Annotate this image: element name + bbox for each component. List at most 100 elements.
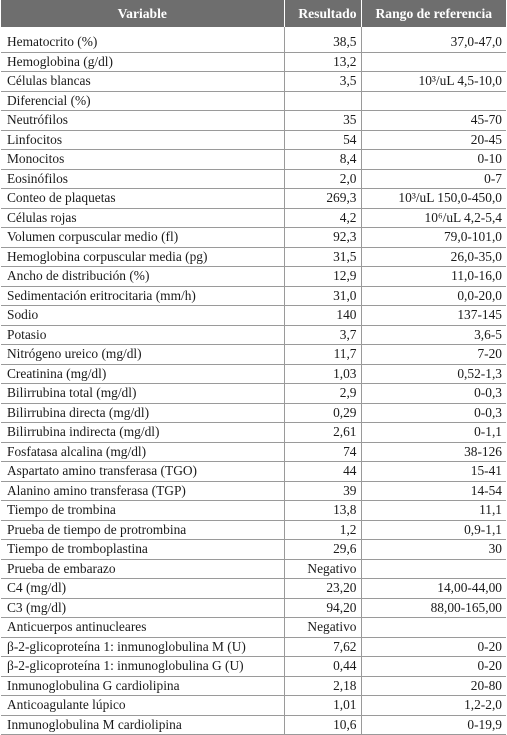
cell-range: 10⁶/uL 4,2-5,4 xyxy=(361,208,506,228)
table-row: Conteo de plaquetas 269,3 10³/uL 150,0-450… xyxy=(1,188,506,209)
cell-variable: β-2-glicoproteína 1: inmunoglobulina G (… xyxy=(1,656,285,677)
cell-variable: Potasio xyxy=(1,325,285,345)
cell-variable: Aspartato amino transferasa (TGO) xyxy=(1,461,285,482)
cell-result: 39 xyxy=(284,481,362,501)
cell-range: 14-54 xyxy=(361,481,506,501)
cell-result: 1,2 xyxy=(284,520,362,540)
cell-range: 0-1,1 xyxy=(361,422,506,443)
table-row: Potasio 3,7 3,6-5 xyxy=(1,325,506,345)
cell-result: 1,01 xyxy=(284,695,362,716)
cell-variable: Monocitos xyxy=(1,149,285,170)
table-row: Inmunoglobulina M cardiolipina 10,6 0-19,9 xyxy=(1,715,506,735)
cell-range: 11,0-16,0 xyxy=(361,266,506,287)
cell-range: 0-20 xyxy=(361,637,506,657)
cell-result: 10,6 xyxy=(284,715,362,735)
cell-variable: Fosfatasa alcalina (mg/dl) xyxy=(1,442,285,462)
cell-result: 13,2 xyxy=(284,52,362,72)
cell-range xyxy=(361,559,506,579)
cell-variable: Hematocrito (%) xyxy=(1,27,285,53)
cell-variable: Diferencial (%) xyxy=(1,91,285,111)
cell-variable: Anticoagulante lúpico xyxy=(1,695,285,716)
cell-variable: Linfocitos xyxy=(1,130,285,150)
cell-variable: Prueba de embarazo xyxy=(1,559,285,579)
cell-range: 3,6-5 xyxy=(361,325,506,345)
table-row: Tiempo de tromboplastina 29,6 30 xyxy=(1,539,506,560)
cell-range: 10³/uL 4,5-10,0 xyxy=(361,71,506,92)
cell-result: 269,3 xyxy=(284,188,362,209)
cell-result: 23,20 xyxy=(284,578,362,599)
table-row: Fosfatasa alcalina (mg/dl) 74 38-126 xyxy=(1,442,506,462)
table-row: Nitrógeno ureico (mg/dl) 11,7 7-20 xyxy=(1,344,506,365)
cell-range: 0-0,3 xyxy=(361,383,506,404)
cell-result: 4,2 xyxy=(284,208,362,228)
cell-result: 54 xyxy=(284,130,362,150)
cell-range: 88,00-165,00 xyxy=(361,598,506,618)
table-row: Inmunoglobulina G cardiolipina 2,18 20-80 xyxy=(1,676,506,696)
cell-result: 1,03 xyxy=(284,364,362,384)
cell-variable: Tiempo de trombina xyxy=(1,500,285,521)
table-row: Hemoglobina (g/dl) 13,2 xyxy=(1,52,506,72)
cell-range: 45-70 xyxy=(361,110,506,131)
cell-variable: Alanino amino transferasa (TGP) xyxy=(1,481,285,501)
table-row: Bilirrubina indirecta (mg/dl) 2,61 0-1,1 xyxy=(1,422,506,443)
cell-result: 0,29 xyxy=(284,403,362,423)
table-row: C3 (mg/dl) 94,20 88,00-165,00 xyxy=(1,598,506,618)
cell-variable: Creatinina (mg/dl) xyxy=(1,364,285,384)
cell-variable: Conteo de plaquetas xyxy=(1,188,285,209)
table-header: Variable Resultado Rango de referencia xyxy=(1,0,506,27)
cell-variable: Inmunoglobulina M cardiolipina xyxy=(1,715,285,735)
table-row: Anticuerpos antinucleares Negativo xyxy=(1,617,506,638)
cell-range: 11,1 xyxy=(361,500,506,521)
cell-result: 12,9 xyxy=(284,266,362,287)
cell-result: 2,61 xyxy=(284,422,362,443)
cell-result: 92,3 xyxy=(284,227,362,248)
cell-result: 38,5 xyxy=(284,27,362,53)
cell-range: 37,0-47,0 xyxy=(361,27,506,53)
cell-range: 20-80 xyxy=(361,676,506,696)
cell-variable: Eosinófilos xyxy=(1,169,285,189)
table-row: Diferencial (%) xyxy=(1,91,506,111)
cell-result: Negativo xyxy=(284,559,362,579)
table-row: β-2-glicoproteína 1: inmunoglobulina M (… xyxy=(1,637,506,657)
cell-variable: Prueba de tiempo de protrombina xyxy=(1,520,285,540)
header-row: Variable Resultado Rango de referencia xyxy=(1,0,506,27)
cell-variable: Tiempo de tromboplastina xyxy=(1,539,285,560)
cell-variable: Sedimentación eritrocitaria (mm/h) xyxy=(1,286,285,306)
table-row: Prueba de tiempo de protrombina 1,2 0,9-1,… xyxy=(1,520,506,540)
table-row: Linfocitos 54 20-45 xyxy=(1,130,506,150)
cell-result: 8,4 xyxy=(284,149,362,170)
table-row: Células rojas 4,2 10⁶/uL 4,2-5,4 xyxy=(1,208,506,228)
cell-variable: Hemoglobina corpuscular media (pg) xyxy=(1,247,285,267)
table-row: Hematocrito (%) 38,5 37,0-47,0 xyxy=(1,27,506,53)
table-body: Hematocrito (%) 38,5 37,0-47,0 Hemoglobina … xyxy=(1,27,506,735)
table-row: Anticoagulante lúpico 1,01 1,2-2,0 xyxy=(1,695,506,716)
cell-range: 20-45 xyxy=(361,130,506,150)
cell-result: 2,9 xyxy=(284,383,362,404)
cell-result: 29,6 xyxy=(284,539,362,560)
cell-range: 0,0-20,0 xyxy=(361,286,506,306)
cell-range: 7-20 xyxy=(361,344,506,365)
table-row: Ancho de distribución (%) 12,9 11,0-16,0 xyxy=(1,266,506,287)
cell-variable: Hemoglobina (g/dl) xyxy=(1,52,285,72)
cell-range: 0-10 xyxy=(361,149,506,170)
table-row: Tiempo de trombina 13,8 11,1 xyxy=(1,500,506,521)
cell-range: 26,0-35,0 xyxy=(361,247,506,267)
header-result: Resultado xyxy=(284,0,362,27)
cell-variable: Ancho de distribución (%) xyxy=(1,266,285,287)
cell-result: 2,18 xyxy=(284,676,362,696)
cell-result: 7,62 xyxy=(284,637,362,657)
cell-result: 2,0 xyxy=(284,169,362,189)
cell-result: 3,5 xyxy=(284,71,362,92)
cell-range: 0,52-1,3 xyxy=(361,364,506,384)
cell-result: 31,0 xyxy=(284,286,362,306)
cell-range: 10³/uL 150,0-450,0 xyxy=(361,188,506,209)
cell-result: 44 xyxy=(284,461,362,482)
table-row: Monocitos 8,4 0-10 xyxy=(1,149,506,170)
header-range: Rango de referencia xyxy=(361,0,506,27)
table-row: Neutrófilos 35 45-70 xyxy=(1,110,506,131)
cell-variable: Volumen corpuscular medio (fl) xyxy=(1,227,285,248)
cell-variable: Bilirrubina directa (mg/dl) xyxy=(1,403,285,423)
cell-variable: Bilirrubina total (mg/dl) xyxy=(1,383,285,404)
cell-range xyxy=(361,52,506,72)
